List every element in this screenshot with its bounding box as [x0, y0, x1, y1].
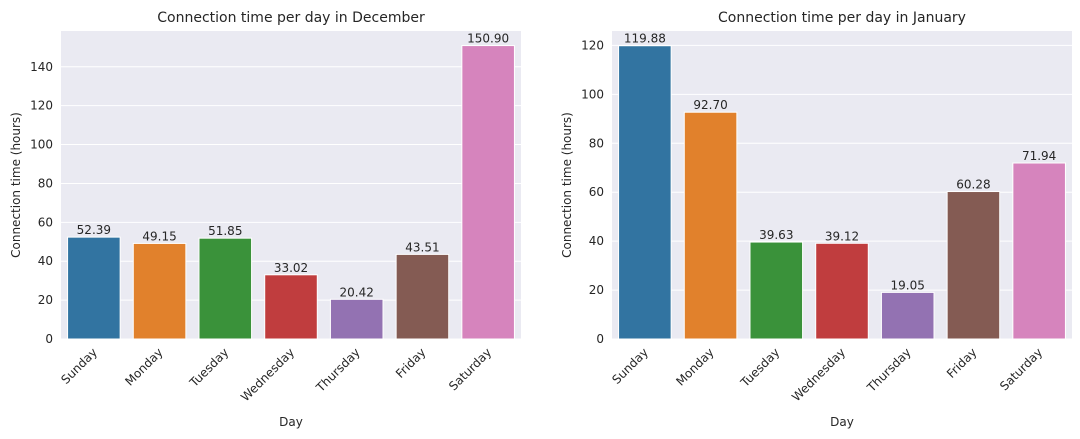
x-tick-label: Wednesday	[789, 345, 848, 404]
data-label: 19.05	[891, 278, 925, 292]
chart-january: 119.88 92.70 39.63 39.12 19.05 60.28 71.94 0 20…	[560, 10, 1072, 429]
y-tick-labels: 0 20 40 60 80 100 120 140	[30, 60, 53, 346]
data-label: 39.63	[759, 228, 793, 242]
bar-monday	[132, 242, 187, 340]
y-tick-label: 100	[30, 138, 53, 152]
x-tick-label: Monday	[673, 345, 716, 388]
y-tick-labels: 0 20 40 60 80 100 120	[581, 38, 604, 346]
x-tick-labels: Sunday Monday Tuesday Wednesday Thursday Frid…	[609, 345, 1045, 404]
data-label: 43.51	[405, 240, 439, 254]
x-tick-label: Wednesday	[238, 345, 297, 404]
y-tick-label: 20	[38, 293, 53, 307]
x-tick-label: Friday	[393, 345, 429, 381]
x-tick-label: Sunday	[58, 345, 100, 387]
bar-friday	[395, 253, 450, 340]
x-tick-label: Friday	[944, 345, 980, 381]
bar-sunday	[67, 236, 121, 340]
x-tick-label: Thursday	[864, 345, 914, 395]
x-axis-label: Day	[830, 415, 854, 429]
bar-sunday	[618, 45, 672, 340]
x-tick-label: Saturday	[997, 345, 1045, 393]
y-tick-label: 120	[581, 38, 604, 52]
x-axis-label: Day	[279, 415, 303, 429]
bars	[618, 45, 1066, 340]
y-axis-label: Connection time (hours)	[9, 112, 23, 258]
bar-tuesday	[198, 237, 253, 340]
data-label: 33.02	[274, 261, 308, 275]
y-tick-label: 80	[38, 176, 53, 190]
data-label: 52.39	[77, 223, 111, 237]
bar-tuesday	[749, 241, 804, 340]
x-tick-label: Thursday	[313, 345, 363, 395]
x-tick-labels: Sunday Monday Tuesday Wednesday Thursday Frid…	[58, 345, 494, 404]
x-tick-label: Saturday	[446, 345, 494, 393]
data-label: 119.88	[624, 32, 666, 46]
data-label: 51.85	[208, 224, 242, 238]
data-label: 150.90	[467, 32, 509, 46]
bar-thursday	[880, 291, 935, 340]
y-tick-label: 0	[596, 332, 604, 346]
y-tick-label: 100	[581, 87, 604, 101]
y-tick-label: 80	[589, 136, 604, 150]
bar-thursday	[329, 298, 384, 340]
data-label: 60.28	[956, 178, 990, 192]
y-tick-label: 20	[589, 283, 604, 297]
x-tick-label: Monday	[122, 345, 165, 388]
data-label: 39.12	[825, 229, 859, 243]
data-labels: 119.88 92.70 39.63 39.12 19.05 60.28 71.94	[624, 32, 1056, 293]
bar-wednesday	[815, 242, 869, 340]
y-tick-label: 60	[589, 185, 604, 199]
data-label: 49.15	[142, 229, 176, 243]
bar-saturday	[1012, 162, 1066, 340]
data-labels: 52.39 49.15 51.85 33.02 20.42 43.51 150.90	[77, 32, 509, 300]
y-tick-label: 140	[30, 60, 53, 74]
x-tick-label: Tuesday	[737, 345, 782, 390]
bar-wednesday	[264, 274, 318, 340]
x-tick-label: Sunday	[609, 345, 651, 387]
bars	[67, 45, 515, 340]
bar-friday	[946, 191, 1001, 340]
chart-december: 52.39 49.15 51.85 33.02 20.42 43.51 150.90 0 20…	[9, 10, 521, 429]
y-tick-label: 40	[38, 254, 53, 268]
y-tick-label: 60	[38, 215, 53, 229]
chart-title: Connection time per day in January	[718, 10, 966, 26]
data-label: 92.70	[693, 98, 727, 112]
bar-monday	[683, 111, 738, 340]
x-tick-label: Tuesday	[186, 345, 231, 390]
data-label: 71.94	[1022, 149, 1056, 163]
y-axis-label: Connection time (hours)	[560, 112, 574, 258]
y-tick-label: 120	[30, 99, 53, 113]
y-tick-label: 0	[45, 332, 53, 346]
chart-title: Connection time per day in December	[157, 10, 425, 26]
y-tick-label: 40	[589, 234, 604, 248]
bar-saturday	[461, 45, 515, 340]
data-label: 20.42	[340, 285, 374, 299]
